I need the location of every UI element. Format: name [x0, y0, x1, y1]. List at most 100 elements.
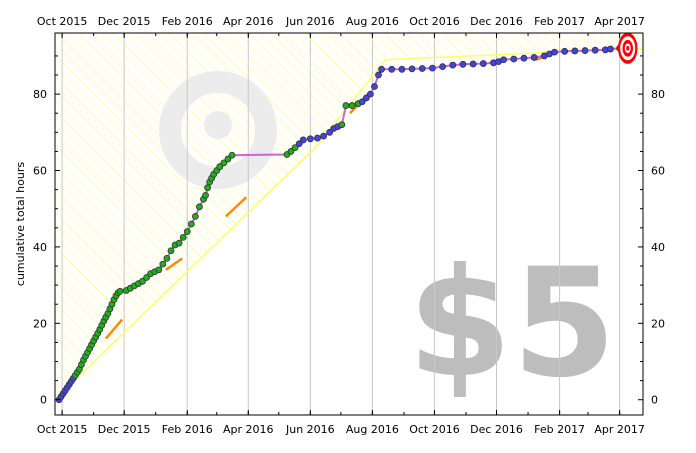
datapoint	[139, 277, 146, 285]
y-tick-label: 80	[33, 88, 47, 101]
datapoint	[116, 287, 124, 295]
datapoint	[449, 61, 457, 69]
datapoint	[204, 184, 211, 192]
datapoint	[581, 47, 589, 54]
datapoint	[591, 46, 599, 54]
x-tick-label-top: Oct 2016	[409, 15, 460, 28]
y-tick-label: 40	[33, 241, 47, 254]
guideline-segment	[104, 318, 124, 340]
datapoint	[295, 140, 303, 148]
datapoint	[287, 148, 295, 155]
datapoint	[314, 134, 321, 142]
datapoint	[479, 60, 487, 67]
datapoint	[500, 56, 508, 64]
datapoint	[520, 54, 528, 62]
y-tick-label: 20	[33, 317, 47, 330]
y-tick-label-right: 80	[651, 88, 665, 101]
datapoint	[183, 228, 191, 236]
x-tick-label-top: Dec 2016	[470, 15, 523, 28]
x-tick-label: Oct 2016	[409, 423, 460, 436]
watermark-face-icon	[159, 71, 277, 189]
datapoint	[155, 266, 163, 274]
datapoint	[228, 151, 236, 159]
y-tick-label-right: 60	[651, 165, 665, 178]
x-tick-label-top: Oct 2015	[37, 15, 88, 28]
y-axis-right: 0 20 40 60 80	[638, 55, 665, 407]
datapoint	[306, 135, 314, 143]
guideline-segment	[165, 257, 183, 271]
x-tick-label: Jun 2016	[285, 423, 335, 436]
datapoint	[607, 45, 614, 53]
datapoint	[291, 144, 299, 152]
datapoint	[375, 71, 382, 79]
x-axis-top: Oct 2015 Dec 2015 Feb 2016 Apr 2016 Jun 2016…	[37, 15, 645, 38]
x-tick-label: Oct 2015	[37, 423, 88, 436]
datapoint	[159, 260, 167, 268]
y-tick-label-right: 20	[651, 317, 665, 330]
datapoint	[216, 163, 224, 171]
x-axis-bottom: Oct 2015 Dec 2015 Feb 2016 Apr 2016 Jun 2016…	[37, 410, 645, 436]
safe-region-hatch	[55, 33, 643, 400]
datapoint	[191, 212, 199, 220]
datapoint	[348, 102, 356, 109]
datapoint	[469, 60, 477, 68]
datapoint	[338, 121, 346, 129]
x-tick-label: Feb 2016	[162, 423, 213, 436]
datapoint	[320, 132, 327, 140]
datapoint	[163, 254, 171, 262]
x-tick-label-top: Feb 2017	[534, 15, 585, 28]
x-tick-label: Feb 2017	[534, 423, 585, 436]
x-tick-label-top: Apr 2017	[594, 15, 645, 28]
datapoint	[530, 54, 538, 61]
datapoint	[408, 65, 416, 73]
datapoint	[571, 47, 579, 55]
plot-frame	[54, 32, 644, 416]
datapoint	[378, 65, 385, 73]
datapoint	[179, 233, 187, 241]
guideline-segment	[225, 196, 248, 218]
datapoint	[362, 94, 370, 102]
datapoint	[175, 239, 183, 247]
datapoint	[220, 159, 228, 167]
y-tick-label-right: 40	[651, 241, 665, 254]
datapoint	[196, 203, 203, 211]
grid	[61, 33, 621, 415]
datapoint	[388, 65, 396, 73]
datapoint	[418, 65, 426, 72]
y-tick-label: 0	[40, 394, 47, 407]
x-tick-label-top: Dec 2015	[98, 15, 151, 28]
datapoint	[439, 63, 446, 71]
datapoint	[187, 220, 195, 228]
datapoint	[366, 90, 374, 98]
y-axis-left: 0 20 40 60 80	[33, 55, 60, 407]
x-tick-label: Apr 2017	[594, 423, 645, 436]
datapoint	[326, 128, 334, 136]
datapoint	[358, 98, 366, 106]
datapoints	[55, 44, 624, 404]
x-tick-label: Dec 2015	[98, 423, 151, 436]
watermark: $5	[159, 71, 616, 411]
datapoint	[299, 136, 307, 144]
datapoint	[143, 274, 150, 281]
bullseye-icon	[617, 33, 638, 64]
datapoint	[342, 102, 350, 109]
datapoint	[551, 48, 558, 56]
datapoint	[224, 155, 232, 163]
y-tick-label: 60	[33, 165, 47, 178]
x-tick-label-top: Feb 2016	[162, 15, 213, 28]
y-tick-label-right: 0	[651, 394, 658, 407]
x-tick-label-top: Aug 2016	[346, 15, 399, 28]
datapoint	[561, 47, 569, 55]
x-tick-label-top: Apr 2016	[223, 15, 274, 28]
datapoint	[398, 65, 406, 73]
datapoint	[510, 55, 518, 63]
x-tick-label-top: Jun 2016	[285, 15, 335, 28]
x-tick-label: Aug 2016	[346, 423, 399, 436]
bullseye-ring	[626, 45, 630, 51]
x-tick-label: Dec 2016	[470, 423, 523, 436]
x-tick-label: Apr 2016	[223, 423, 274, 436]
datapoint	[167, 247, 175, 255]
datapoint	[202, 191, 209, 199]
datapoint	[459, 60, 467, 68]
